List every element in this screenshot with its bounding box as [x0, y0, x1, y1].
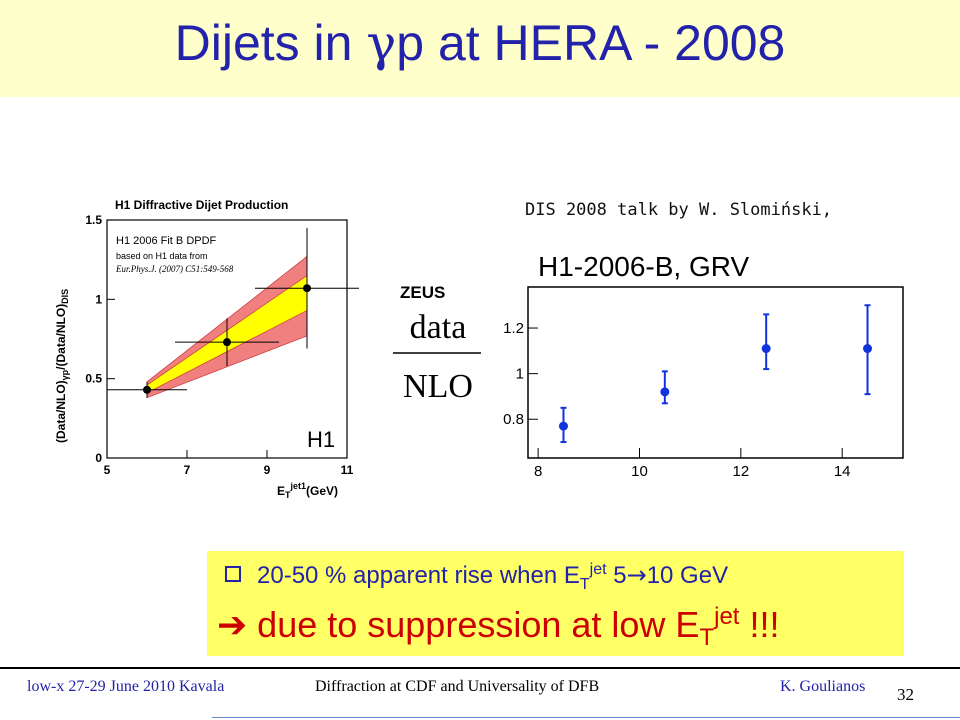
footer-talk-title: Diffraction at CDF and Universality of D… — [315, 678, 600, 695]
zeus-y-denominator: NLO — [403, 368, 473, 405]
zeus-x-tick-label: 14 — [834, 463, 851, 480]
h1-y-axis-label: (Data/NLO)γp/(Data/NLO)DIS — [54, 289, 70, 443]
summary-callout: 20-50 % apparent rise when ETjet 5→10 Ge… — [207, 551, 904, 656]
zeus-y-numerator: data — [410, 309, 467, 346]
footer-underline — [212, 717, 960, 718]
bullet2-sub: T — [699, 624, 715, 652]
credit-text: DIS 2008 talk by W. Slomiński, — [525, 200, 833, 220]
bullet1-end: 10 GeV — [646, 562, 729, 589]
bullet1-sup: jet — [589, 561, 607, 578]
h1-dijet-chart: H1 Diffractive Dijet Production H1 2006 … — [54, 198, 359, 500]
bullet1-sub: T — [579, 575, 590, 593]
h1-chart-title: H1 Diffractive Dijet Production — [115, 198, 288, 212]
zeus-x-tick-label: 12 — [732, 463, 749, 480]
zeus-experiment-label: ZEUS — [400, 283, 445, 302]
bullet-suppression: ➔ due to suppression at low ETjet !!! — [217, 603, 780, 652]
h1-x-tick-label: 9 — [264, 463, 271, 477]
h1-x-tick-label: 5 — [104, 463, 111, 477]
zeus-y-tick-label: 0.8 — [503, 411, 524, 428]
bullet-rise: 20-50 % apparent rise when ETjet 5→10 Ge… — [225, 561, 728, 594]
footer-conference: low-x 27-29 June 2010 Kavala — [27, 678, 225, 695]
h1-x-tick-label: 7 — [184, 463, 191, 477]
zeus-data-point — [558, 421, 568, 431]
h1-legend-line-2: based on H1 data from — [116, 251, 208, 261]
bullet1-text: 20-50 % apparent rise when E — [257, 562, 580, 589]
h1-x-tick-label: 11 — [341, 463, 354, 477]
zeus-x-tick-label: 10 — [631, 463, 648, 480]
title-band — [0, 0, 960, 97]
h1-data-point — [223, 338, 231, 347]
bold-arrow-icon: ➔ — [217, 605, 248, 646]
footer: low-x 27-29 June 2010 Kavala Diffraction… — [0, 667, 960, 720]
page-number: 32 — [897, 685, 914, 704]
h1-data-point — [143, 385, 151, 394]
title-prefix: Dijets in — [174, 15, 367, 71]
zeus-y-tick-label: 1 — [516, 366, 524, 383]
h1-y-tick-label: 1 — [95, 292, 102, 306]
bullet-square-icon — [225, 566, 241, 582]
bullet2-sup: jet — [714, 603, 740, 630]
bullet2-text: due to suppression at low E — [247, 604, 700, 645]
zeus-plot-frame — [527, 286, 904, 459]
footer-author: K. Goulianos — [780, 678, 866, 695]
h1-y-tick-label: 0.5 — [85, 372, 102, 386]
title-gamma: γ — [366, 14, 397, 72]
title-suffix: p at HERA - 2008 — [396, 15, 786, 71]
h1-y-tick-label: 1.5 — [85, 213, 102, 227]
h1-experiment-label: H1 — [307, 427, 335, 452]
h1-legend-line-3: Eur.Phys.J. (2007) C51:549-568 — [115, 264, 234, 274]
bullet2-end: !!! — [739, 604, 780, 645]
slide-title: Dijets in γp at HERA - 2008 — [0, 14, 960, 72]
right-arrow-icon: → — [626, 561, 647, 589]
zeus-y-tick-label: 1.2 — [503, 320, 524, 337]
h1-legend-line-1: H1 2006 Fit B DPDF — [116, 235, 217, 247]
h1-x-axis-label: ETjet1(GeV) — [277, 481, 338, 500]
footer-divider — [0, 667, 960, 669]
h1-y-tick-label: 0 — [95, 451, 102, 465]
zeus-data-point — [863, 344, 873, 354]
zeus-chart: ZEUS data NLO H1-2006-B, GRV 8 10 12 14 0.8 1… — [393, 251, 904, 480]
bullet1-tail: 5 — [606, 562, 627, 589]
zeus-chart-title: H1-2006-B, GRV — [538, 251, 749, 282]
h1-data-point — [303, 284, 311, 293]
zeus-x-tick-label: 8 — [534, 463, 542, 480]
zeus-data-point — [761, 344, 771, 354]
zeus-data-point — [660, 387, 670, 397]
